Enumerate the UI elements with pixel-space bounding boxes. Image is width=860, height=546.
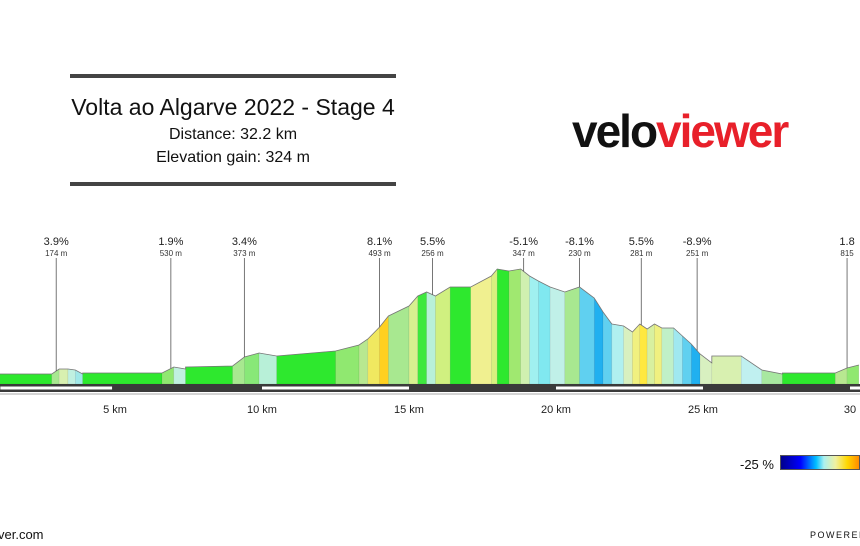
profile-segment [58,368,69,385]
footer-url: ver.com [0,527,44,542]
annotation-grade: 3.4% [232,236,257,248]
distance-tick-label: 20 km [541,404,571,416]
profile-segment [579,286,595,385]
annotation-grade: 1.9% [158,236,183,248]
title-block: Volta ao Algarve 2022 - Stage 4 Distance… [70,74,396,186]
profile-segment [379,315,389,385]
profile-segment [185,365,233,385]
profile-segment [408,295,419,385]
profile-segment [67,368,76,385]
distance-tick-label: 15 km [394,404,424,416]
profile-segment [639,323,648,385]
stage-title: Volta ao Algarve 2022 - Stage 4 [71,94,395,120]
axis-marker [0,386,113,390]
gradient-scale-bar [780,455,860,470]
profile-segment [470,275,492,385]
profile-segment [173,366,186,385]
profile-segment [623,325,633,385]
distance-axis [0,384,860,395]
annotation-grade: 3.9% [44,236,69,248]
veloviewer-logo: veloviewer [572,104,789,158]
gradient-scale-label: -25 % [740,457,774,472]
profile-segment [611,323,624,385]
axis-marker [262,386,409,390]
profile-segment [673,327,683,385]
profile-segment [508,268,521,385]
distance-text: Distance: 32.2 km [168,126,298,143]
distance-tick-label: 25 km [688,404,718,416]
profile-segment [520,268,530,385]
title-top-rule [70,74,396,78]
annotation-grade: 1.8 [839,236,854,248]
profile-segment [426,291,436,385]
annotation-distance: 347 m [513,249,536,258]
profile-segment [632,323,641,385]
profile-segment [258,352,277,385]
annotation-distance: 174 m [45,249,68,258]
profile-segment [549,286,566,385]
annotation-grade: -5.1% [509,236,538,248]
annotation-distance: 251 m [686,249,709,258]
logo-viewer: viewer [656,105,789,157]
title-bottom-rule [70,182,396,186]
profile-segment [782,372,836,385]
distance-tick-labels: 5 km 10 km 15 km 20 km 25 km 30 [103,404,856,416]
profile-segment [449,286,471,385]
profile-segment [388,305,410,385]
distance-tick-label: 30 [844,404,856,416]
footer-powered: POWERED [810,530,860,540]
logo-velo: velo [572,105,658,157]
axis-marker [556,386,703,390]
annotation-grade: -8.9% [683,236,712,248]
profile-segment [435,286,451,385]
profile-segment [538,280,551,385]
profile-segment [491,268,498,385]
profile-segment [661,327,674,385]
axis-band [0,384,860,392]
profile-segments [0,268,860,385]
annotation-distance: 230 m [568,249,591,258]
profile-segment [740,355,763,385]
gradient-annotations: 3.9%174 m 1.9%530 m 3.4%373 m 8.1%493 m 5.5%… [44,236,855,371]
profile-segment [654,323,663,385]
annotation-distance: 530 m [160,249,183,258]
profile-segment [690,343,701,385]
profile-segment [711,355,742,385]
annotation-distance: 815 [840,249,854,258]
annotation-distance: 373 m [233,249,256,258]
annotation-grade: 8.1% [367,236,392,248]
annotation-distance: 256 m [421,249,444,258]
profile-segment [244,352,260,385]
distance-tick-label: 10 km [247,404,277,416]
profile-segment [0,373,53,385]
elevation-text: Elevation gain: 324 m [156,149,310,166]
distance-tick-label: 5 km [103,404,127,416]
profile-segment [646,323,655,385]
profile-segment [276,350,336,385]
profile-segment [82,372,163,385]
profile-segment [335,344,360,385]
annotation-distance: 493 m [368,249,391,258]
profile-segment [417,291,427,385]
annotation-grade: 5.5% [629,236,654,248]
profile-segment [496,268,510,385]
profile-segment [367,326,380,385]
axis-marker [850,386,860,390]
profile-segment [593,297,604,385]
profile-segment [161,366,175,385]
profile-segment [564,286,580,385]
profile-segment [529,275,539,385]
profile-segment [358,338,369,385]
annotation-grade: -8.1% [565,236,594,248]
annotation-distance: 281 m [630,249,653,258]
annotation-grade: 5.5% [420,236,445,248]
